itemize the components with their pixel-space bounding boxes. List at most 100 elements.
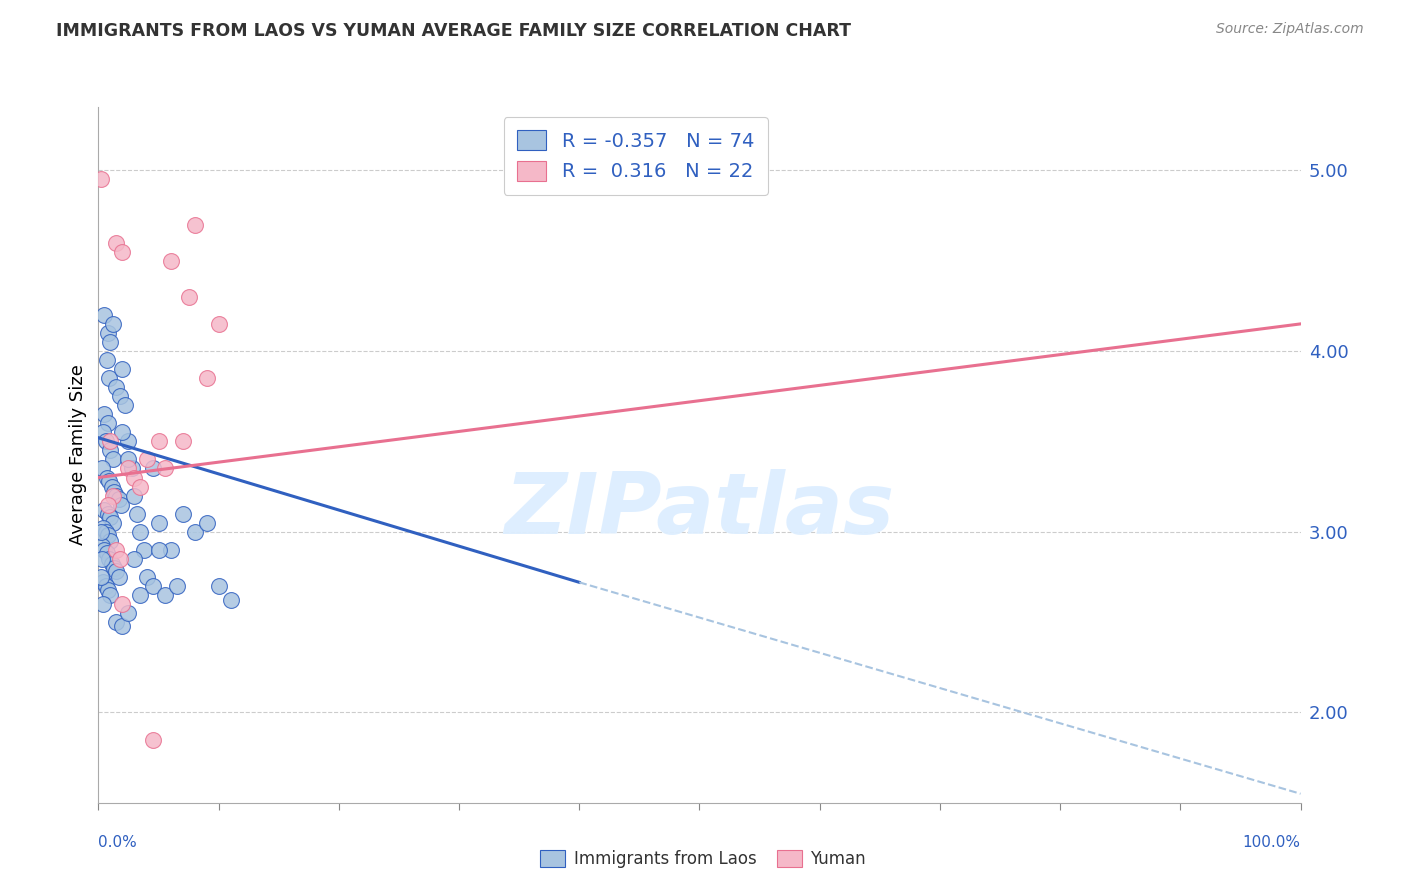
Point	[111, 425, 134, 440]
Point	[148, 516, 170, 530]
Point	[117, 452, 139, 467]
Point	[129, 588, 152, 602]
Point	[117, 461, 139, 475]
Point	[103, 561, 125, 575]
Point	[91, 575, 114, 590]
Point	[208, 317, 231, 331]
Point	[195, 516, 218, 530]
Point	[219, 593, 242, 607]
Point	[124, 551, 146, 566]
Point	[111, 597, 134, 611]
Point	[135, 570, 157, 584]
Point	[132, 542, 155, 557]
Point	[103, 485, 125, 500]
Point	[100, 558, 122, 572]
Point	[98, 371, 121, 385]
Point	[97, 528, 120, 542]
Point	[91, 425, 114, 440]
Point	[108, 492, 131, 507]
Point	[105, 489, 128, 503]
Point	[183, 218, 205, 232]
Point	[159, 253, 181, 268]
Point	[121, 461, 143, 475]
Legend: R = -0.357   N = 74, R =  0.316   N = 22: R = -0.357 N = 74, R = 0.316 N = 22	[503, 117, 768, 194]
Text: ZIPatlas: ZIPatlas	[505, 469, 894, 552]
Point	[101, 452, 124, 467]
Point	[114, 398, 136, 412]
Point	[108, 551, 131, 566]
Point	[110, 498, 132, 512]
Point	[93, 407, 115, 421]
Text: Source: ZipAtlas.com: Source: ZipAtlas.com	[1216, 22, 1364, 37]
Point	[148, 542, 170, 557]
Point	[129, 524, 152, 539]
Point	[90, 524, 112, 539]
Point	[141, 579, 163, 593]
Point	[124, 470, 146, 484]
Text: IMMIGRANTS FROM LAOS VS YUMAN AVERAGE FAMILY SIZE CORRELATION CHART: IMMIGRANTS FROM LAOS VS YUMAN AVERAGE FA…	[56, 22, 851, 40]
Point	[90, 570, 112, 584]
Point	[91, 551, 114, 566]
Point	[96, 353, 118, 368]
Point	[177, 290, 200, 304]
Point	[195, 371, 218, 385]
Legend: Immigrants from Laos, Yuman: Immigrants from Laos, Yuman	[534, 843, 872, 875]
Point	[148, 434, 170, 449]
Point	[111, 618, 134, 632]
Point	[105, 235, 128, 250]
Text: 0.0%: 0.0%	[98, 836, 138, 850]
Point	[141, 461, 163, 475]
Point	[97, 498, 120, 512]
Point	[91, 461, 114, 475]
Point	[101, 317, 124, 331]
Point	[97, 507, 120, 521]
Point	[93, 503, 115, 517]
Point	[101, 489, 124, 503]
Point	[93, 308, 115, 322]
Point	[153, 461, 176, 475]
Point	[97, 582, 120, 597]
Point	[124, 489, 146, 503]
Point	[208, 579, 231, 593]
Point	[97, 326, 120, 340]
Point	[101, 516, 124, 530]
Text: 100.0%: 100.0%	[1243, 836, 1301, 850]
Point	[97, 417, 120, 431]
Point	[135, 452, 157, 467]
Point	[100, 334, 122, 349]
Point	[105, 380, 128, 394]
Point	[100, 588, 122, 602]
Point	[93, 542, 115, 557]
Point	[117, 434, 139, 449]
Point	[111, 362, 134, 376]
Point	[105, 615, 128, 629]
Point	[90, 172, 112, 186]
Point	[129, 479, 152, 493]
Point	[111, 244, 134, 259]
Point	[100, 479, 122, 493]
Point	[94, 579, 117, 593]
Point	[117, 606, 139, 620]
Point	[166, 579, 188, 593]
Point	[96, 470, 118, 484]
Point	[96, 546, 118, 560]
Point	[108, 570, 131, 584]
Point	[94, 524, 117, 539]
Point	[153, 588, 176, 602]
Y-axis label: Average Family Size: Average Family Size	[69, 365, 87, 545]
Point	[91, 539, 114, 553]
Point	[105, 565, 128, 579]
Point	[91, 597, 114, 611]
Point	[125, 507, 148, 521]
Point	[98, 551, 121, 566]
Point	[98, 474, 121, 488]
Point	[172, 434, 194, 449]
Point	[172, 507, 194, 521]
Point	[100, 533, 122, 548]
Point	[183, 524, 205, 539]
Point	[100, 434, 122, 449]
Point	[91, 521, 114, 535]
Point	[100, 443, 122, 458]
Point	[100, 510, 122, 524]
Point	[105, 542, 128, 557]
